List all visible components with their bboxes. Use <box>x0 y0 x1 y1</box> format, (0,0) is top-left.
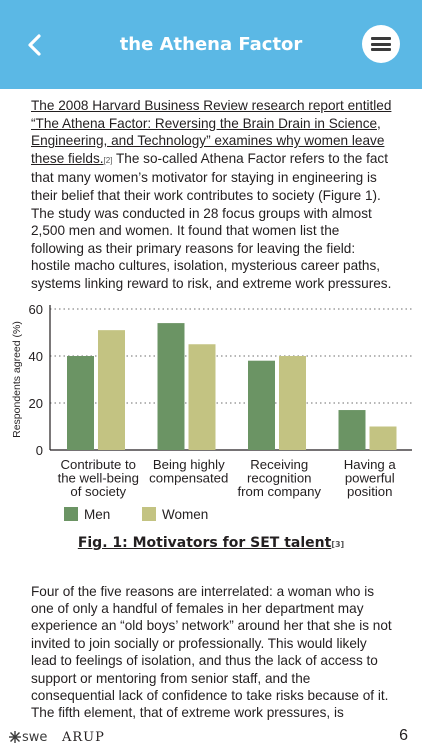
category-label: Having a <box>344 457 397 472</box>
category-label: the well-being <box>58 471 139 486</box>
swe-star-icon <box>9 731 21 743</box>
swe-logo: swe <box>8 726 47 748</box>
reference-3[interactable]: [3] <box>331 540 345 549</box>
page-title: the Athena Factor <box>119 34 303 55</box>
figure-caption: Fig. 1: Motivators for SET talent[3] <box>0 533 422 555</box>
category-label: Receiving <box>250 457 308 472</box>
y-tick-label: 20 <box>29 396 43 411</box>
legend-label-women: Women <box>162 507 208 522</box>
article-paragraph-1: The 2008 Harvard Business Review researc… <box>31 97 393 293</box>
category-label: position <box>347 484 392 499</box>
bar-women <box>98 330 125 450</box>
article-body-text: The so-called Athena Factor refers to th… <box>31 150 392 291</box>
page-footer: swe ARUP 6 <box>0 722 422 750</box>
category-label: compensated <box>149 471 228 486</box>
bar-women <box>279 356 306 450</box>
category-label: of society <box>70 484 126 499</box>
category-label: Contribute to <box>60 457 136 472</box>
chevron-left-icon <box>28 34 41 56</box>
article-paragraph-2: Four of the five reasons are interrelate… <box>31 569 393 724</box>
app-header: the Athena Factor <box>0 0 422 89</box>
bar-men <box>157 323 185 450</box>
bar-women <box>369 426 397 450</box>
report-link[interactable]: The 2008 Harvard Business Review researc… <box>31 98 392 166</box>
menu-button[interactable] <box>362 25 400 63</box>
y-tick-label: 60 <box>29 302 43 317</box>
figure-caption-text: Fig. 1: Motivators for SET talent <box>77 535 332 551</box>
category-label: powerful <box>345 471 395 486</box>
y-axis-label: Respondents agreed (%) <box>11 321 23 438</box>
article-body-text-2: Four of the five reasons are interrelate… <box>31 583 392 724</box>
y-tick-label: 0 <box>36 443 43 458</box>
swe-logo-text: swe <box>22 729 48 745</box>
category-label: from company <box>237 484 321 499</box>
legend-label-men: Men <box>84 507 110 522</box>
arup-logo: ARUP <box>62 730 105 745</box>
page-number: 6 <box>399 727 408 744</box>
back-button[interactable] <box>18 28 52 62</box>
bar-men <box>67 356 94 450</box>
y-tick-label: 40 <box>29 349 43 364</box>
bar-women <box>188 344 216 450</box>
category-label: Being highly <box>153 457 225 472</box>
legend-swatch-women <box>142 507 156 521</box>
bar-men <box>248 360 275 450</box>
hamburger-menu-icon <box>371 42 391 46</box>
hamburger-menu-icon <box>371 48 391 51</box>
category-label: recognition <box>247 471 312 486</box>
bar-men <box>338 410 366 450</box>
legend-swatch-men <box>64 507 78 521</box>
hamburger-menu-icon <box>371 37 391 40</box>
reference-2[interactable]: [2] <box>103 155 113 165</box>
motivators-bar-chart: 0 20 40 60 Respondents agreed (%) Contribute … <box>11 302 412 522</box>
